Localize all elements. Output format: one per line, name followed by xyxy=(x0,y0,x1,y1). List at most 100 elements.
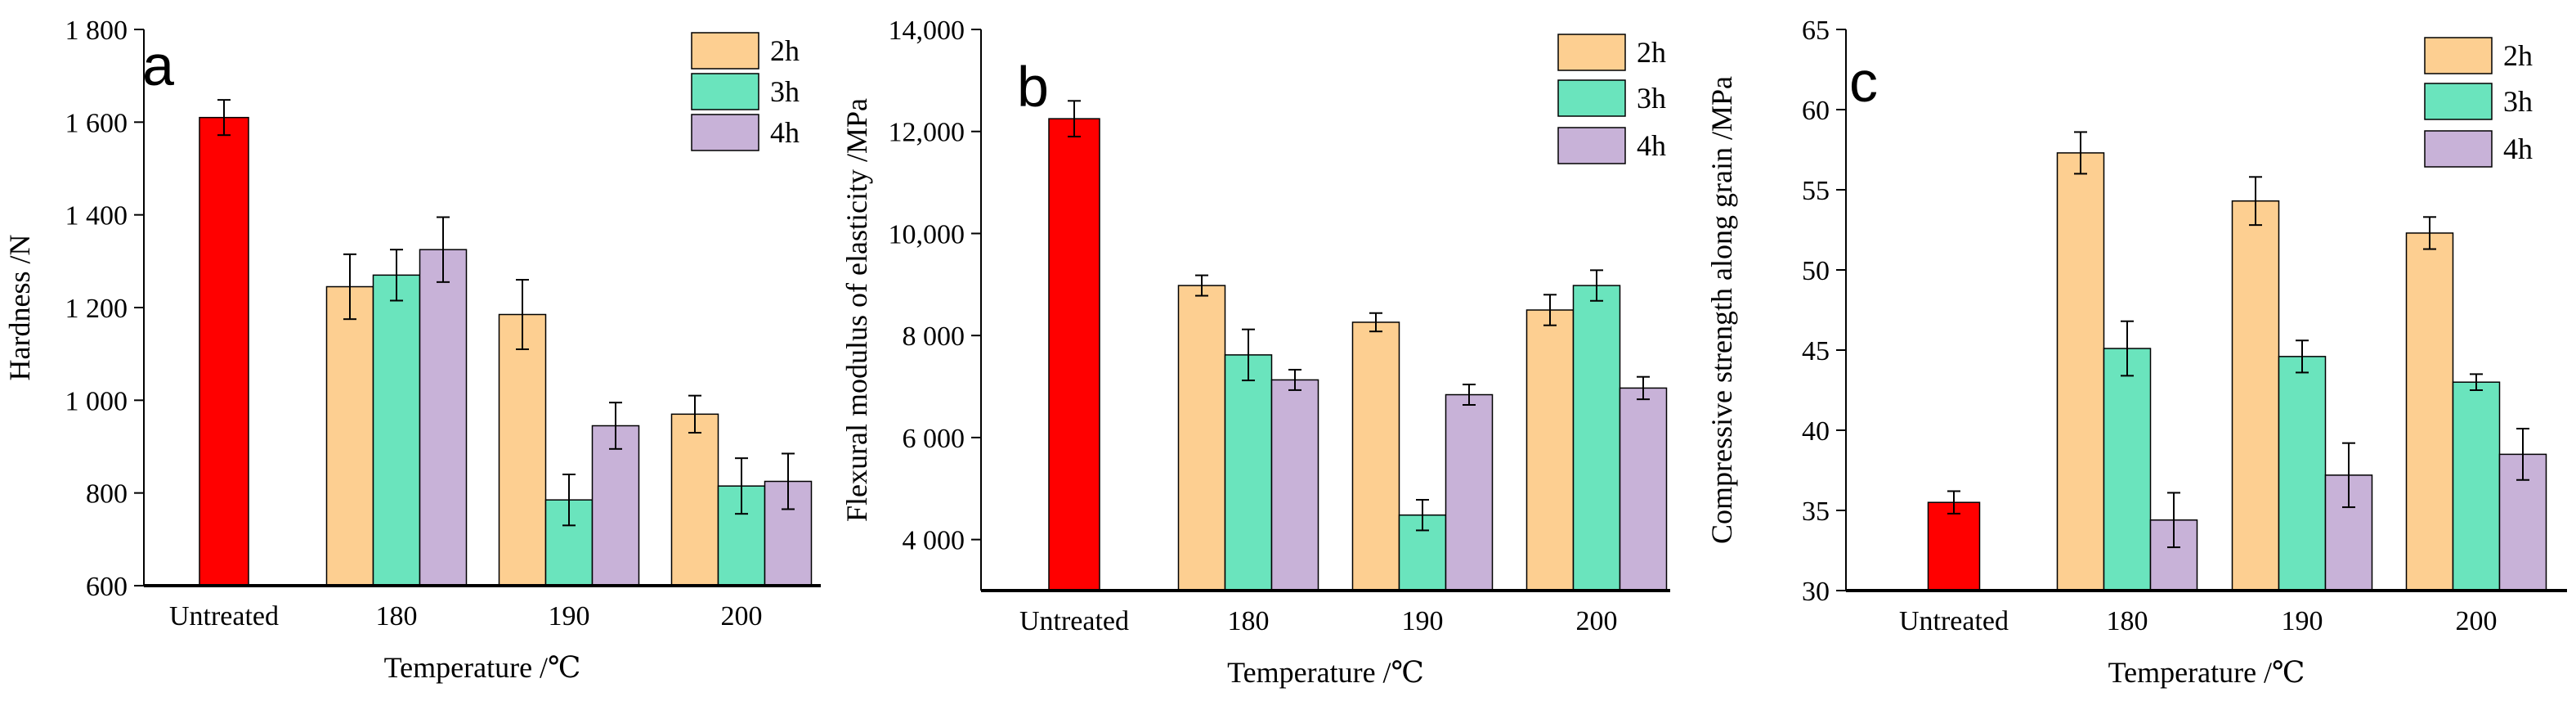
error-bar xyxy=(1242,328,1255,382)
legend-swatch-2h xyxy=(2424,37,2493,74)
x-tick-label: 180 xyxy=(376,601,418,631)
bar-3h-180 xyxy=(2103,348,2152,591)
bar-4h-200 xyxy=(1619,387,1668,591)
bar-3h-190 xyxy=(2278,356,2327,591)
bar-2h-190 xyxy=(2231,200,2280,591)
y-tick-label: 65 xyxy=(1802,16,1830,46)
x-tick-label: 180 xyxy=(2107,606,2148,636)
y-tick-label: 10,000 xyxy=(889,219,965,249)
x-axis-title: Temperature /℃ xyxy=(1227,656,1424,689)
error-bar xyxy=(688,394,701,434)
error-bar xyxy=(1369,312,1382,333)
y-tick-label: 30 xyxy=(1802,577,1830,607)
y-tick-label: 35 xyxy=(1802,497,1830,527)
bar-3h-200 xyxy=(1572,285,1621,591)
y-axis-title: Compressive strength along grain /MPa xyxy=(1705,76,1738,544)
error-bar xyxy=(2470,373,2483,391)
y-tick-label: 1 400 xyxy=(65,201,128,231)
bar-2h-190 xyxy=(1351,321,1400,591)
bar-3h-180 xyxy=(372,274,421,586)
y-tick-label: 800 xyxy=(86,479,128,510)
legend-label-2h: 2h xyxy=(770,34,800,67)
legend-swatch-4h xyxy=(2424,130,2493,168)
panel-letter: a xyxy=(142,34,174,97)
legend-label-2h: 2h xyxy=(1637,36,1666,69)
y-tick-label: 1 800 xyxy=(65,16,128,46)
y-tick-label: 1 600 xyxy=(65,108,128,138)
bar-2h-180 xyxy=(1177,285,1226,591)
legend-label-2h: 2h xyxy=(2503,39,2533,72)
y-tick-label: 600 xyxy=(86,572,128,602)
error-bar xyxy=(2423,216,2436,250)
error-bar xyxy=(1543,294,1557,326)
bar-3h-180 xyxy=(1224,354,1273,591)
x-tick-label: 180 xyxy=(1228,606,1270,636)
y-tick-label: 40 xyxy=(1802,416,1830,447)
y-tick-label: 12,000 xyxy=(889,118,965,148)
legend-label-4h: 4h xyxy=(770,116,800,149)
x-tick-label: 190 xyxy=(549,601,590,631)
legend-label-3h: 3h xyxy=(2503,85,2533,118)
legend-label-4h: 4h xyxy=(2503,133,2533,165)
error-bar xyxy=(2342,442,2355,509)
bar-4h-190 xyxy=(591,425,640,586)
legend: 2h 3h 4h xyxy=(2424,37,2533,168)
error-bar xyxy=(735,457,748,515)
y-tick-label: 55 xyxy=(1802,176,1830,206)
error-bar xyxy=(2516,428,2529,481)
y-tick-label: 45 xyxy=(1802,336,1830,366)
x-tick-label: Untreated xyxy=(1019,606,1129,636)
bar-2h-180 xyxy=(2056,152,2105,591)
legend-swatch-2h xyxy=(691,32,759,70)
error-bar xyxy=(562,474,576,527)
legend-swatch-2h xyxy=(1557,34,1626,71)
bar-untreated-untreated xyxy=(1927,501,1981,591)
legend: 2h 3h 4h xyxy=(691,32,800,151)
error-bar xyxy=(1416,498,1429,532)
x-axis-title: Temperature /℃ xyxy=(384,651,581,684)
x-tick-label: 200 xyxy=(721,601,763,631)
error-bar xyxy=(1947,490,1960,515)
legend: 2h 3h 4h xyxy=(1557,34,1666,164)
legend-swatch-4h xyxy=(1557,127,1626,164)
error-bar xyxy=(1463,384,1476,406)
error-bar xyxy=(343,253,356,321)
bar-3h-200 xyxy=(2452,381,2501,591)
panel-letter: c xyxy=(1849,50,1878,114)
x-axis-title: Temperature /℃ xyxy=(2108,656,2305,689)
error-bar xyxy=(2167,492,2180,549)
legend-label-3h: 3h xyxy=(1637,82,1666,115)
x-tick-label: Untreated xyxy=(169,601,279,631)
error-bar xyxy=(1590,269,1603,302)
error-bar xyxy=(1637,375,1650,401)
error-bar xyxy=(1068,100,1081,137)
error-bar xyxy=(516,279,529,350)
bar-4h-180 xyxy=(1270,379,1319,591)
chart-panel-c: 30 35 40 45 50 55 60 65 Untreated 180 190 200 Temper… xyxy=(1705,16,2567,689)
error-bar xyxy=(217,99,231,137)
error-bar xyxy=(2249,176,2262,227)
x-tick-label: 200 xyxy=(2456,606,2498,636)
x-tick-label: 200 xyxy=(1576,606,1618,636)
bar-4h-190 xyxy=(1445,393,1494,591)
bar-2h-200 xyxy=(1525,309,1575,591)
error-bar xyxy=(1195,274,1208,297)
x-tick-label: 190 xyxy=(2282,606,2323,636)
y-axis-title: Flexural modulus of elasticity /MPa xyxy=(840,98,873,522)
y-tick-label: 14,000 xyxy=(889,16,965,46)
y-tick-label: 6 000 xyxy=(903,424,965,454)
y-tick-label: 50 xyxy=(1802,256,1830,286)
error-bar xyxy=(2296,339,2309,374)
chart-panel-b: 4 000 6 000 8 000 10,000 12,000 14,000 Untreat… xyxy=(840,16,1670,689)
bar-untreated-untreated xyxy=(1048,118,1100,591)
y-tick-label: 1 200 xyxy=(65,294,128,324)
legend-swatch-3h xyxy=(1557,79,1626,117)
bar-2h-200 xyxy=(670,413,719,586)
legend-label-4h: 4h xyxy=(1637,129,1666,162)
panel-letter: b xyxy=(1017,55,1049,119)
x-tick-label: 190 xyxy=(1402,606,1444,636)
bar-4h-180 xyxy=(419,249,468,586)
bar-2h-190 xyxy=(498,313,547,586)
error-bar xyxy=(390,249,403,302)
